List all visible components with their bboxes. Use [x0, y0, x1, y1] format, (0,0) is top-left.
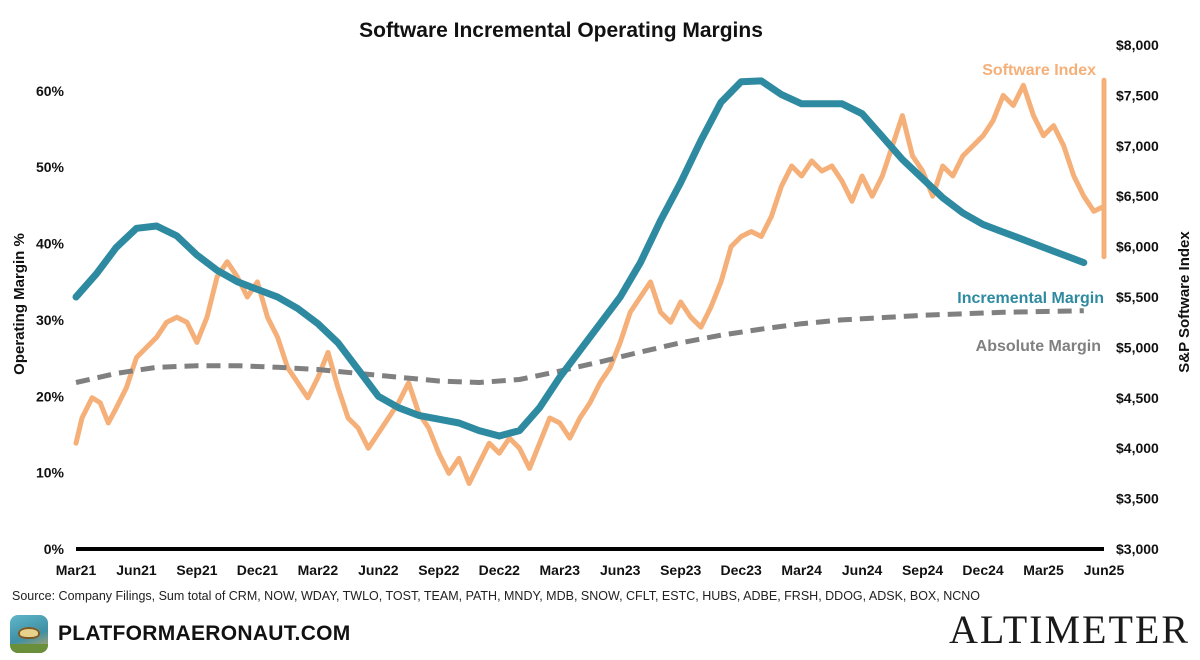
- x-tick-label: Dec22: [479, 562, 520, 578]
- x-tick-label: Sep24: [902, 562, 943, 578]
- x-tick-label: Mar25: [1023, 562, 1064, 578]
- right-tick-label: $7,500: [1116, 87, 1159, 103]
- brand-text: PLATFORMAERONAUT.COM: [58, 622, 351, 645]
- right-tick-label: $3,000: [1116, 541, 1159, 557]
- software-index-label: Software Index: [982, 62, 1096, 79]
- brand-block: PLATFORMAERONAUT.COM: [10, 612, 351, 656]
- left-tick-label: 30%: [36, 312, 65, 328]
- left-tick-label: 10%: [36, 465, 65, 481]
- altimeter-logo: ALTIMETER: [949, 607, 1190, 652]
- left-tick-label: 60%: [36, 83, 65, 99]
- x-tick-label: Jun21: [116, 562, 157, 578]
- left-tick-label: 20%: [36, 388, 65, 404]
- left-tick-label: 40%: [36, 236, 65, 252]
- chart-svg: Software Incremental Operating Margins 0…: [11, 19, 1193, 578]
- left-axis-title: Operating Margin %: [11, 233, 28, 375]
- x-tick-label: Sep21: [176, 562, 217, 578]
- right-tick-label: $6,500: [1116, 188, 1159, 204]
- x-tick-label: Jun25: [1084, 562, 1125, 578]
- incremental-margin-label: Incremental Margin: [957, 290, 1104, 307]
- series-line-software-index: [73, 77, 1107, 486]
- series-line-incremental-margin: [72, 77, 1088, 440]
- left-tick-label: 50%: [36, 159, 65, 175]
- right-tick-label: $4,000: [1116, 440, 1159, 456]
- x-tick-label: Dec21: [237, 562, 278, 578]
- x-tick-label: Sep22: [418, 562, 459, 578]
- right-tick-label: $5,500: [1116, 289, 1159, 305]
- series-line-absolute-margin: [75, 308, 1084, 385]
- left-tick-label: 0%: [44, 541, 65, 557]
- x-tick-label: Mar24: [781, 562, 822, 578]
- series-layer: [72, 77, 1107, 486]
- right-tick-label: $6,000: [1116, 239, 1159, 255]
- x-tick-label: Jun22: [358, 562, 399, 578]
- right-tick-label: $7,000: [1116, 138, 1159, 154]
- right-axis-title: S&P Software Index: [1176, 231, 1193, 373]
- x-tick-label: Jun24: [842, 562, 883, 578]
- right-axis-ticks: $3,000 $3,500 $4,000 $4,500 $5,000 $5,500 $6,0…: [1116, 37, 1159, 557]
- x-axis-ticks: Mar21 Jun21 Sep21 Dec21 Mar22 Jun22 Sep22 Dec22…: [56, 562, 1125, 578]
- x-tick-label: Mar21: [56, 562, 97, 578]
- x-tick-label: Mar23: [540, 562, 581, 578]
- left-axis-ticks: 0% 10% 20% 30% 40% 50% 60%: [36, 83, 65, 557]
- x-tick-label: Mar22: [298, 562, 339, 578]
- source-note: Source: Company Filings, Sum total of CR…: [12, 589, 981, 603]
- x-tick-label: Dec24: [962, 562, 1003, 578]
- right-tick-label: $5,000: [1116, 339, 1159, 355]
- x-tick-label: Jun23: [600, 562, 641, 578]
- right-tick-label: $3,500: [1116, 491, 1159, 507]
- chart-title: Software Incremental Operating Margins: [359, 19, 763, 42]
- aeronaut-logo-icon: [10, 615, 48, 653]
- x-tick-label: Dec23: [721, 562, 762, 578]
- x-tick-label: Sep23: [660, 562, 701, 578]
- absolute-margin-label: Absolute Margin: [976, 338, 1101, 355]
- right-tick-label: $4,500: [1116, 390, 1159, 406]
- right-tick-label: $8,000: [1116, 37, 1159, 53]
